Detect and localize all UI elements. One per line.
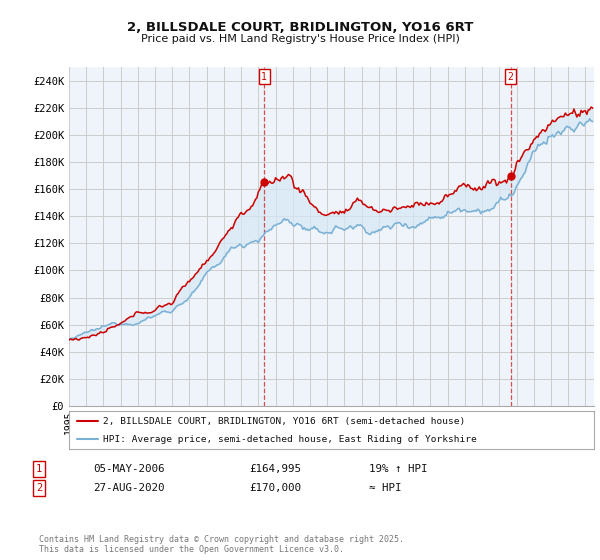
- Text: 2, BILLSDALE COURT, BRIDLINGTON, YO16 6RT: 2, BILLSDALE COURT, BRIDLINGTON, YO16 6R…: [127, 21, 473, 34]
- Text: HPI: Average price, semi-detached house, East Riding of Yorkshire: HPI: Average price, semi-detached house,…: [103, 435, 477, 444]
- Text: 19% ↑ HPI: 19% ↑ HPI: [369, 464, 427, 474]
- Text: 1: 1: [261, 72, 267, 82]
- Text: 27-AUG-2020: 27-AUG-2020: [93, 483, 164, 493]
- Text: Price paid vs. HM Land Registry's House Price Index (HPI): Price paid vs. HM Land Registry's House …: [140, 34, 460, 44]
- Text: 2: 2: [36, 483, 42, 493]
- Text: 2: 2: [508, 72, 514, 82]
- Text: £170,000: £170,000: [249, 483, 301, 493]
- Text: 05-MAY-2006: 05-MAY-2006: [93, 464, 164, 474]
- Text: 2, BILLSDALE COURT, BRIDLINGTON, YO16 6RT (semi-detached house): 2, BILLSDALE COURT, BRIDLINGTON, YO16 6R…: [103, 417, 466, 426]
- Text: £164,995: £164,995: [249, 464, 301, 474]
- Text: ≈ HPI: ≈ HPI: [369, 483, 401, 493]
- Text: Contains HM Land Registry data © Crown copyright and database right 2025.
This d: Contains HM Land Registry data © Crown c…: [39, 535, 404, 554]
- Text: 1: 1: [36, 464, 42, 474]
